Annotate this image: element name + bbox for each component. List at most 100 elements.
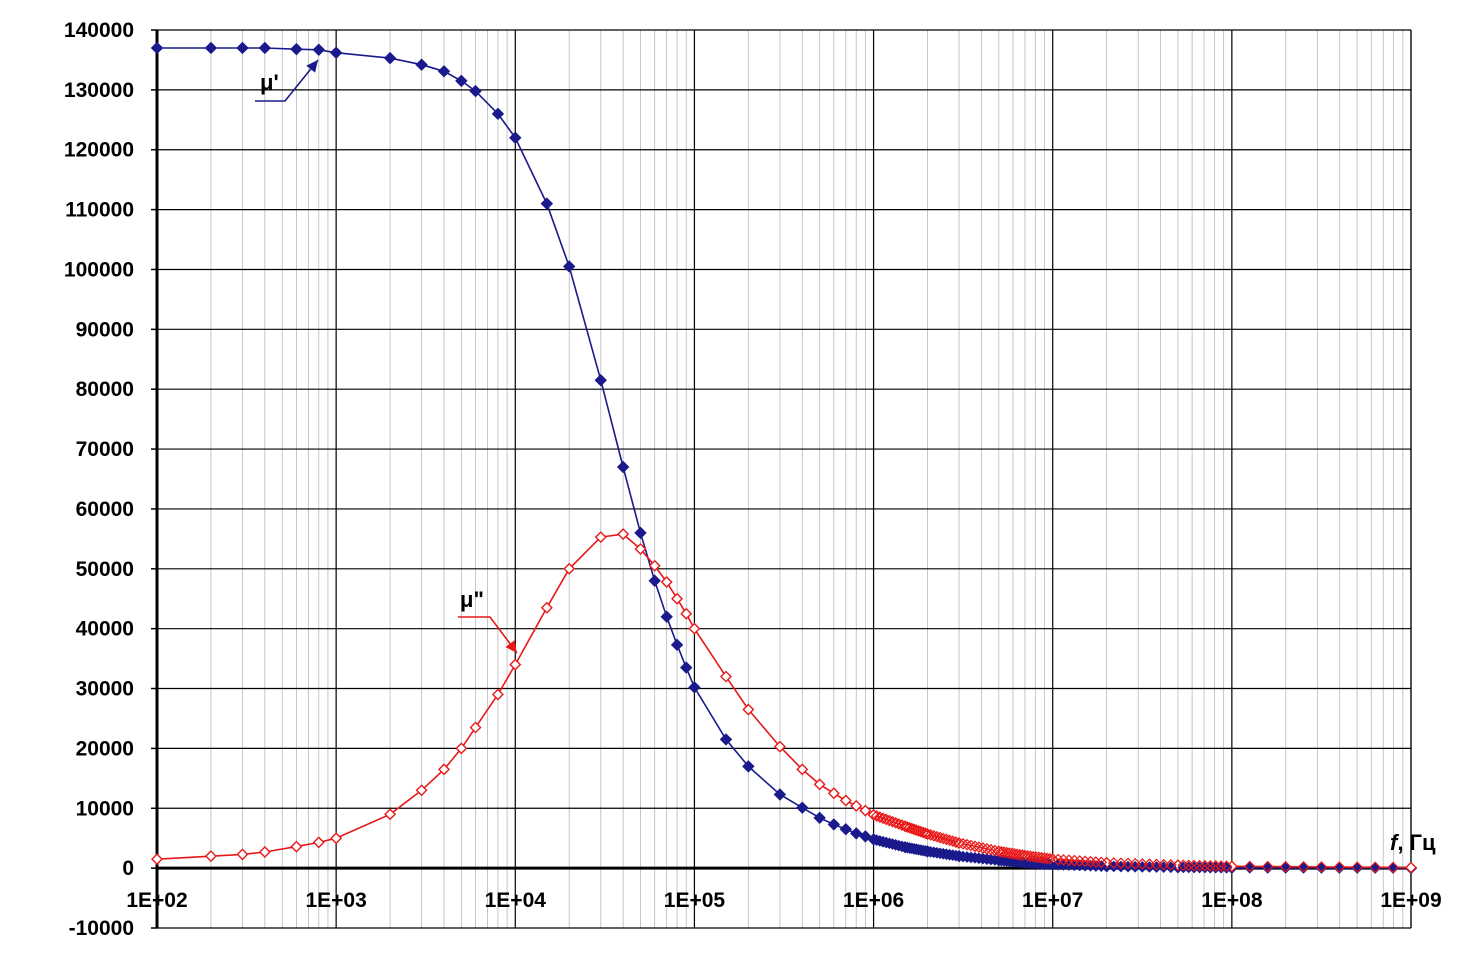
series-2-point xyxy=(258,845,271,858)
series-2-point xyxy=(984,843,997,856)
series-1-point xyxy=(813,811,826,825)
series-2-point xyxy=(1405,861,1417,874)
minor-gridlines xyxy=(210,30,1404,928)
series-1-point xyxy=(839,823,853,836)
series-1-point xyxy=(290,42,303,56)
series-1-point xyxy=(150,41,164,55)
series-1-point xyxy=(660,610,673,623)
series-2-point xyxy=(648,559,661,572)
series-2-point xyxy=(594,531,607,544)
series-2-point xyxy=(1243,860,1256,873)
series-1-point xyxy=(329,46,343,59)
y-tick-labels: -10000 0 10000 20000 30000 40000 50000 60000 700… xyxy=(64,19,134,940)
y-tick-label: 0 xyxy=(122,857,134,880)
x-tick-label: 1E+07 xyxy=(1022,889,1083,912)
series-2-point xyxy=(1297,860,1310,873)
series-2-point xyxy=(1215,860,1227,872)
series-2 xyxy=(151,528,1417,874)
series-2-point xyxy=(1220,860,1233,873)
x-tick-label: 1E+05 xyxy=(664,889,726,912)
series-1-point xyxy=(258,41,272,55)
series-1-point xyxy=(796,801,809,814)
series-2-point xyxy=(946,835,959,848)
data-series xyxy=(150,41,1418,875)
x-tick-label: 1E+04 xyxy=(485,889,547,912)
series-1-point xyxy=(616,460,630,474)
x-tick-label: 1E+03 xyxy=(305,889,366,912)
series-2-point xyxy=(1188,859,1200,872)
series-2-point xyxy=(892,818,905,830)
y-tick-label: 130000 xyxy=(64,79,134,102)
series-1-point xyxy=(1279,862,1292,874)
series-2-point xyxy=(688,622,701,635)
series-1-point xyxy=(648,574,661,587)
series-1-point xyxy=(383,51,397,65)
x-tick-label: 1E+08 xyxy=(1201,889,1263,912)
y-tick-label: 10000 xyxy=(76,797,134,820)
y-tick-label: 80000 xyxy=(76,378,134,401)
series-2-line xyxy=(156,533,1412,869)
series-1-point xyxy=(469,84,482,98)
series-2-point xyxy=(563,562,576,575)
annotation-leader xyxy=(458,616,518,654)
series-2-point xyxy=(1090,856,1102,868)
series-2-point xyxy=(981,843,993,855)
series-2-point xyxy=(937,832,950,845)
series-2-point xyxy=(1041,852,1054,865)
series-2-point xyxy=(931,830,943,843)
series-2-point xyxy=(1095,856,1108,869)
series-2-point xyxy=(312,836,325,849)
series-2-point xyxy=(1333,861,1346,873)
series-2-point xyxy=(796,763,809,776)
series-1-point xyxy=(1261,861,1274,874)
y-tick-label: 90000 xyxy=(76,318,134,341)
series-1-point xyxy=(1220,861,1233,874)
series-1-dense xyxy=(870,834,1399,874)
series-2-point xyxy=(977,842,989,854)
series-2-point xyxy=(1052,853,1064,866)
series-2-point xyxy=(886,815,899,828)
y-tick-label: 140000 xyxy=(64,19,134,42)
series-2-point xyxy=(151,853,163,866)
series-2-point xyxy=(973,841,985,854)
y-tick-label: 30000 xyxy=(76,678,134,701)
series-1-point xyxy=(634,526,647,540)
series-1-point xyxy=(1315,862,1328,874)
series-2-point xyxy=(1261,860,1274,873)
y-tick-label: 100000 xyxy=(64,258,134,281)
y-tick-label: 70000 xyxy=(76,438,134,461)
series-2-point xyxy=(1079,855,1091,868)
series-1-point xyxy=(437,65,451,78)
series-2-point xyxy=(1193,859,1206,872)
series-2-point xyxy=(1073,855,1086,867)
series-2-point xyxy=(1164,859,1177,871)
series-2-point xyxy=(438,763,450,776)
series-2-point xyxy=(988,844,1001,857)
series-2-point xyxy=(204,850,217,863)
series-2-point xyxy=(943,834,956,847)
series-2-point xyxy=(773,740,786,753)
series-2-label: μ" xyxy=(460,587,484,612)
series-2-point xyxy=(859,804,872,817)
series-1-point xyxy=(594,374,607,387)
series-2-point xyxy=(660,575,673,588)
series-2-point xyxy=(1084,855,1097,868)
series-2-point xyxy=(384,808,397,821)
series-1-point xyxy=(670,638,684,652)
series-2-point xyxy=(1044,852,1056,865)
series-2-point xyxy=(617,528,630,541)
series-2-point xyxy=(491,688,504,701)
series-2-point xyxy=(827,787,840,800)
series-2-point xyxy=(415,784,428,797)
x-axis-symbol: f xyxy=(1390,830,1400,855)
y-tick-label: 110000 xyxy=(65,199,134,222)
series-1-point xyxy=(509,131,522,144)
series-2-point xyxy=(1057,854,1070,866)
series-1-label: μ' xyxy=(260,70,279,95)
series-2-point xyxy=(540,601,553,614)
series-2-point xyxy=(961,838,973,851)
y-tick-label: 20000 xyxy=(76,737,134,760)
series-2-point xyxy=(1209,860,1222,872)
series-2-point xyxy=(950,836,962,848)
series-1-point xyxy=(563,260,576,273)
